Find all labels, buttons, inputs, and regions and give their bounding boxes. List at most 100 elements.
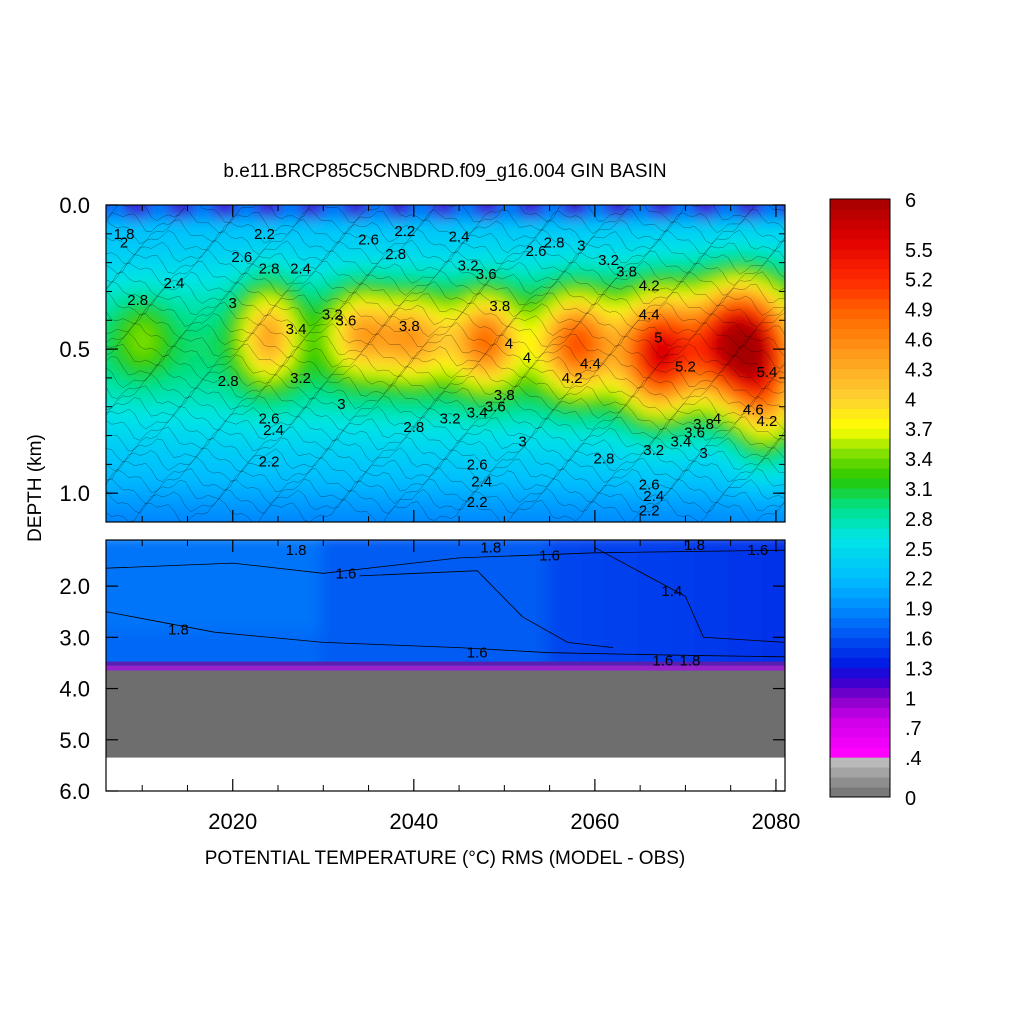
colorbar-tick-label: 4.9 bbox=[905, 300, 933, 322]
colorbar-tick-label: 4.6 bbox=[905, 330, 933, 352]
colorbar-tick-label: 5.2 bbox=[905, 270, 933, 292]
upper-contour-label: 4 bbox=[505, 335, 513, 352]
upper-contour-label: 2.4 bbox=[643, 488, 664, 505]
colorbar-segment bbox=[830, 278, 890, 290]
x-tick-label: 2040 bbox=[389, 809, 438, 834]
colorbar-tick-label: 1 bbox=[905, 688, 916, 710]
upper-contour-label: 2.2 bbox=[639, 503, 660, 520]
colorbar-segment bbox=[830, 697, 890, 708]
lower-contour-label: 1.6 bbox=[652, 652, 673, 669]
y-tick-label: 5.0 bbox=[59, 728, 90, 753]
lower-contour-label: 1.6 bbox=[539, 547, 560, 564]
colorbar-segment bbox=[830, 737, 890, 748]
colorbar-segment bbox=[830, 248, 890, 260]
colorbar-tick-label: 2.8 bbox=[905, 509, 933, 531]
upper-contour-label: 2.2 bbox=[394, 223, 415, 240]
upper-contour-label: 4.6 bbox=[743, 402, 764, 419]
upper-contour-label: 2.4 bbox=[290, 260, 311, 277]
upper-contour-label: 2.4 bbox=[263, 422, 284, 439]
upper-contour-label: 5 bbox=[654, 330, 662, 347]
upper-contour-label: 4.2 bbox=[756, 413, 777, 430]
colorbar-segment bbox=[830, 288, 890, 300]
lower-panel-color-field bbox=[106, 540, 785, 791]
upper-contour-label: 2.6 bbox=[259, 410, 280, 427]
y-tick-label: 4.0 bbox=[59, 677, 90, 702]
colorbar-tick-label: 5.5 bbox=[905, 240, 933, 262]
colorbar-tick-label: 6 bbox=[905, 190, 916, 212]
colorbar-tick-label: 4 bbox=[905, 389, 916, 411]
upper-contour-label: 4 bbox=[713, 410, 721, 427]
colorbar-segment bbox=[830, 428, 890, 439]
lower-contour-label: 1.6 bbox=[747, 542, 768, 559]
upper-contour-label: 5.2 bbox=[675, 358, 696, 375]
x-tick-label: 2020 bbox=[208, 809, 257, 834]
upper-contour-label: 4.4 bbox=[580, 356, 601, 373]
colorbar-segment bbox=[830, 298, 890, 310]
x-tick-label: 2060 bbox=[570, 809, 619, 834]
colorbar-segment bbox=[830, 537, 890, 549]
upper-contour-label: 3 bbox=[577, 237, 585, 254]
colorbar-segment bbox=[830, 199, 890, 210]
upper-panel-contour-labels: 1.822.82.42.22.62.8 2.433.43.22.83.23.62.… bbox=[114, 223, 778, 520]
upper-contour-label: 2.6 bbox=[231, 249, 252, 266]
colorbar-tick-label: .4 bbox=[905, 748, 922, 770]
colorbar-tick-label: 3.4 bbox=[905, 449, 933, 471]
upper-contour-label: 3.6 bbox=[485, 399, 506, 416]
colorbar-segment bbox=[830, 478, 890, 489]
colorbar-segment bbox=[830, 218, 890, 230]
colorbar-segment bbox=[830, 348, 890, 359]
lower-panel-frame bbox=[105, 539, 786, 792]
upper-contour-label: 2.2 bbox=[467, 494, 488, 511]
upper-contour-label: 3 bbox=[229, 295, 237, 312]
colorbar-segment bbox=[830, 517, 890, 529]
colorbar-segment bbox=[830, 617, 890, 629]
y-tick-label: 0.5 bbox=[59, 337, 90, 362]
colorbar-segment bbox=[830, 687, 890, 698]
colorbar-segment bbox=[830, 438, 890, 449]
colorbar-tick-label: 4.3 bbox=[905, 359, 933, 381]
upper-contour-label: 2.8 bbox=[544, 235, 565, 252]
upper-contour-label: 2.6 bbox=[526, 243, 547, 260]
colorbar-segment bbox=[830, 498, 890, 509]
upper-contour-label: 3 bbox=[337, 396, 345, 413]
colorbar-tick-label: 1.9 bbox=[905, 599, 933, 621]
colorbar-segment bbox=[830, 637, 890, 648]
upper-panel-contours bbox=[106, 205, 785, 522]
upper-contour-label: 3.2 bbox=[643, 442, 664, 459]
colorbar-segment bbox=[830, 717, 890, 728]
upper-contour-label: 3.2 bbox=[290, 370, 311, 387]
upper-contour-label: 3.2 bbox=[322, 307, 343, 324]
colorbar-tick-label: 2.2 bbox=[905, 569, 933, 591]
x-tick-label: 2080 bbox=[751, 809, 800, 834]
colorbar-tick-label: 1.6 bbox=[905, 629, 933, 651]
upper-contour-label: 2.8 bbox=[593, 451, 614, 468]
colorbar-segment bbox=[830, 567, 890, 579]
upper-contour-label: 3.8 bbox=[489, 298, 510, 315]
lower-contour-label: 1.8 bbox=[679, 652, 700, 669]
colorbar-tick-label: 0 bbox=[905, 788, 916, 810]
upper-contour-label: 4.2 bbox=[562, 370, 583, 387]
upper-contour-label: 2.8 bbox=[127, 292, 148, 309]
colorbar-segment bbox=[830, 557, 890, 569]
upper-contour-label: 3.2 bbox=[598, 252, 619, 269]
upper-contour-label: 4.4 bbox=[639, 307, 660, 324]
upper-contour-label: 2.8 bbox=[385, 246, 406, 263]
upper-contour-label: 2.8 bbox=[218, 373, 239, 390]
upper-contour-label: 2.6 bbox=[639, 477, 660, 494]
colorbar-segment bbox=[830, 308, 890, 320]
colorbar-segment bbox=[830, 767, 890, 778]
lower-contour-label: 1.8 bbox=[684, 537, 705, 554]
upper-panel-color-field bbox=[106, 205, 785, 522]
colorbar-segment bbox=[830, 627, 890, 639]
y-tick-label: 2.0 bbox=[59, 574, 90, 599]
colorbar-segment bbox=[830, 787, 890, 798]
upper-contour-label: 2.2 bbox=[259, 454, 280, 471]
colorbar-segment bbox=[830, 268, 890, 280]
colorbar-segment bbox=[830, 358, 890, 369]
colorbar-segment bbox=[830, 378, 890, 389]
colorbar-segment bbox=[830, 727, 890, 738]
upper-contour-label: 3.6 bbox=[335, 312, 356, 329]
upper-contour-label: 1.8 bbox=[114, 226, 135, 243]
colorbar-tick-label: 3.1 bbox=[905, 479, 933, 501]
upper-contour-label: 4.2 bbox=[639, 278, 660, 295]
